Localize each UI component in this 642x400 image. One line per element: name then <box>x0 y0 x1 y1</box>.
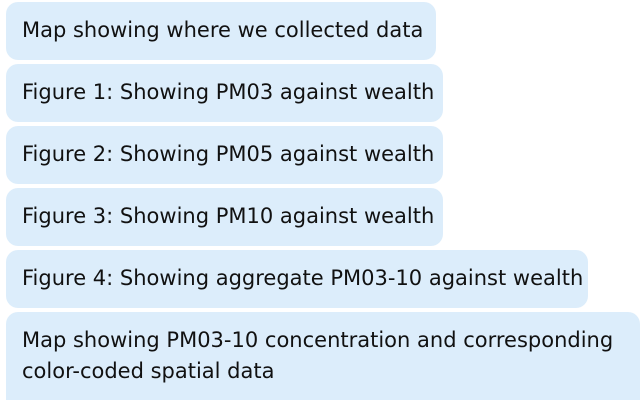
message-bubble-figure-4[interactable]: Figure 4: Showing aggregate PM03-10 agai… <box>6 250 588 308</box>
message-bubble-figure-1[interactable]: Figure 1: Showing PM03 against wealth <box>6 64 443 122</box>
message-text: Figure 2: Showing PM05 against wealth <box>22 142 435 166</box>
message-bubble-map-concentration[interactable]: Map showing PM03-10 concentration and co… <box>6 312 640 400</box>
message-bubble-figure-2[interactable]: Figure 2: Showing PM05 against wealth <box>6 126 443 184</box>
message-text: Figure 4: Showing aggregate PM03-10 agai… <box>22 266 584 290</box>
message-bubble-map-collection[interactable]: Map showing where we collected data <box>6 2 436 60</box>
message-bubble-figure-3[interactable]: Figure 3: Showing PM10 against wealth <box>6 188 443 246</box>
message-text: Map showing where we collected data <box>22 18 424 42</box>
message-text: Figure 1: Showing PM03 against wealth <box>22 80 435 104</box>
message-text: Map showing PM03-10 concentration and co… <box>22 328 614 383</box>
message-text: Figure 3: Showing PM10 against wealth <box>22 204 435 228</box>
